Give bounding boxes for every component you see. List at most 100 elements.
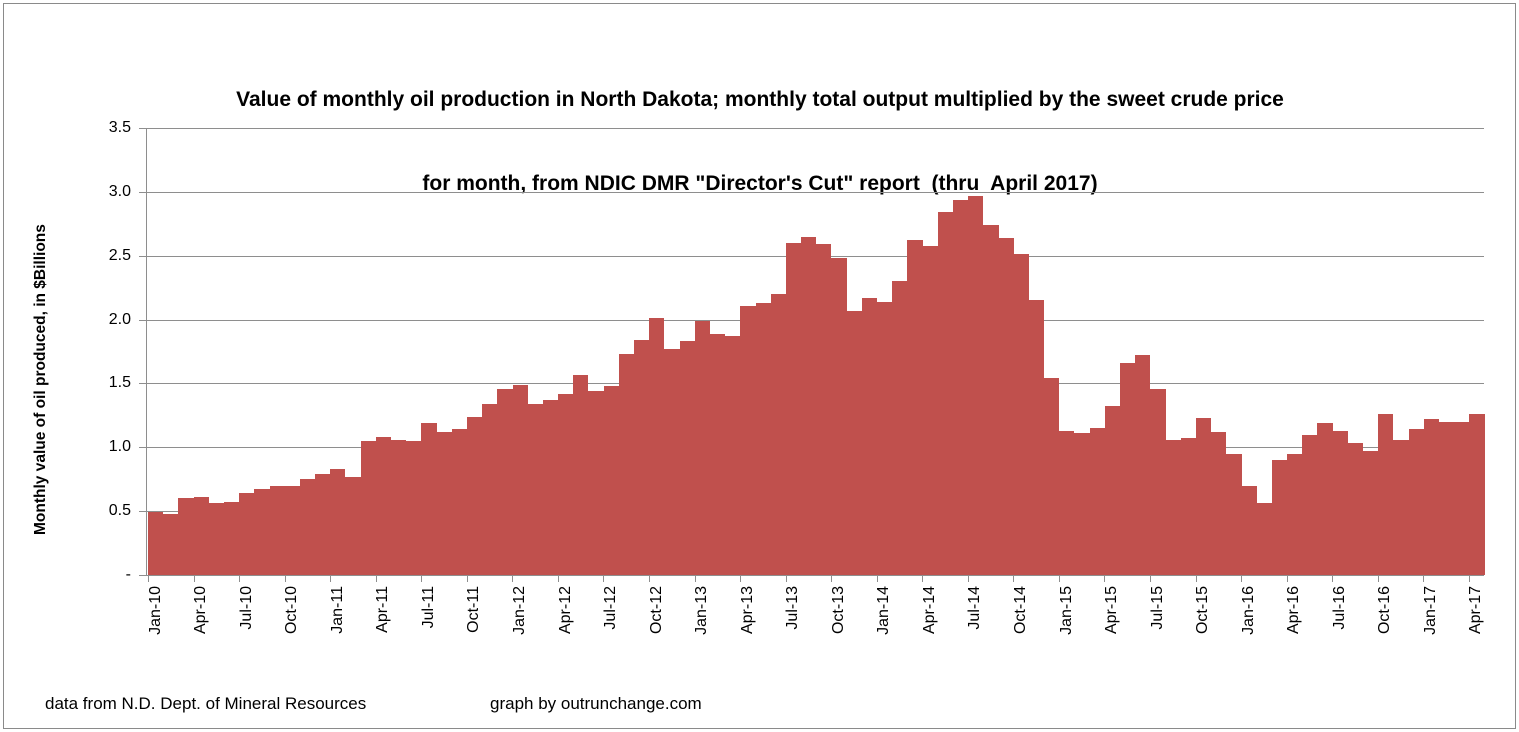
bar-Sep-11 bbox=[451, 429, 467, 575]
bar-Jun-10 bbox=[223, 502, 240, 575]
bar-Nov-15 bbox=[1211, 431, 1227, 575]
bar-Sep-15 bbox=[1180, 438, 1196, 575]
bar-Mar-12 bbox=[542, 400, 559, 575]
bar-Aug-11 bbox=[436, 431, 452, 575]
bar-Jan-12 bbox=[512, 384, 528, 575]
bar-May-14 bbox=[937, 212, 953, 575]
x-tick-mark bbox=[1377, 576, 1379, 582]
x-tick-mark bbox=[785, 576, 787, 582]
bar-Jul-13 bbox=[785, 242, 802, 575]
bar-Oct-10 bbox=[284, 485, 300, 575]
bar-May-11 bbox=[391, 439, 407, 575]
y-tick-mark bbox=[139, 255, 146, 257]
bar-Feb-12 bbox=[527, 403, 543, 575]
y-tick-mark bbox=[139, 447, 146, 449]
bar-Feb-17 bbox=[1438, 421, 1455, 575]
x-tick-mark bbox=[1195, 576, 1197, 582]
bar-Dec-16 bbox=[1408, 429, 1424, 575]
bar-Aug-14 bbox=[983, 225, 999, 575]
bar-Jul-16 bbox=[1332, 430, 1348, 575]
bar-Dec-12 bbox=[679, 341, 695, 575]
x-tick-label-Oct-10: Oct-10 bbox=[283, 586, 301, 635]
bar-May-16 bbox=[1302, 434, 1318, 575]
bar-Feb-15 bbox=[1074, 433, 1090, 575]
x-tick-label-Oct-15: Oct-15 bbox=[1194, 586, 1212, 635]
bar-May-10 bbox=[208, 503, 224, 575]
x-tick-mark bbox=[1286, 576, 1288, 582]
x-tick-mark bbox=[239, 576, 241, 582]
x-tick-mark bbox=[922, 576, 924, 582]
bar-Mar-17 bbox=[1454, 421, 1470, 575]
x-tick-label-Jul-14: Jul-14 bbox=[966, 586, 984, 630]
bar-Jun-14 bbox=[952, 199, 969, 575]
bar-Nov-10 bbox=[299, 479, 316, 575]
x-tick-mark bbox=[1241, 576, 1243, 582]
data-source-note: data from N.D. Dept. of Mineral Resource… bbox=[45, 694, 367, 713]
x-tick-label-Apr-17: Apr-17 bbox=[1467, 586, 1485, 635]
bar-Nov-12 bbox=[664, 348, 680, 575]
y-tick-label: 3.5 bbox=[108, 119, 131, 136]
bar-Nov-11 bbox=[482, 403, 498, 575]
bar-Feb-11 bbox=[345, 476, 361, 575]
bar-Jun-11 bbox=[406, 440, 422, 575]
x-tick-label-Apr-14: Apr-14 bbox=[920, 586, 938, 635]
bar-Dec-15 bbox=[1226, 453, 1242, 575]
x-tick-label-Jul-11: Jul-11 bbox=[419, 586, 437, 629]
x-tick-label-Apr-13: Apr-13 bbox=[738, 586, 756, 635]
bar-Oct-12 bbox=[649, 318, 665, 575]
x-tick-label-Oct-16: Oct-16 bbox=[1376, 586, 1394, 635]
x-tick-label-Apr-12: Apr-12 bbox=[556, 586, 574, 635]
bar-Apr-17 bbox=[1469, 414, 1485, 575]
bar-Apr-13 bbox=[740, 305, 756, 575]
x-tick-mark bbox=[375, 576, 377, 582]
bar-May-15 bbox=[1120, 363, 1136, 575]
x-tick-mark bbox=[148, 576, 149, 582]
x-tick-label-Jul-13: Jul-13 bbox=[784, 586, 802, 630]
bar-Sep-14 bbox=[998, 237, 1014, 575]
bar-Aug-16 bbox=[1347, 443, 1363, 575]
bar-Oct-15 bbox=[1195, 417, 1212, 575]
bar-Feb-16 bbox=[1256, 503, 1272, 575]
bar-Apr-16 bbox=[1287, 453, 1303, 575]
y-tick-label: 2.5 bbox=[108, 246, 131, 264]
y-tick-mark bbox=[139, 191, 146, 193]
x-tick-mark bbox=[421, 576, 423, 582]
x-tick-label-Oct-13: Oct-13 bbox=[829, 586, 847, 635]
y-tick-label: 0.5 bbox=[108, 502, 131, 520]
x-axis-line bbox=[139, 575, 1484, 576]
x-tick-mark bbox=[1104, 576, 1106, 582]
x-tick-mark bbox=[1013, 576, 1015, 582]
bar-Nov-13 bbox=[846, 310, 862, 575]
bar-Jul-11 bbox=[421, 423, 437, 575]
bar-Mar-11 bbox=[360, 440, 376, 575]
bar-Mar-10 bbox=[178, 498, 194, 575]
graph-credit-note: graph by outrunchange.com bbox=[490, 694, 702, 713]
x-tick-label-Jan-10: Jan-10 bbox=[146, 586, 164, 635]
x-tick-mark bbox=[330, 576, 332, 582]
x-tick-label-Apr-11: Apr-11 bbox=[374, 586, 392, 633]
x-tick-mark bbox=[694, 576, 696, 582]
bar-Aug-13 bbox=[801, 236, 817, 575]
x-tick-label-Jan-14: Jan-14 bbox=[875, 586, 893, 635]
x-tick-mark bbox=[1150, 576, 1151, 582]
bar-series bbox=[148, 128, 1485, 575]
bar-Jan-14 bbox=[877, 301, 893, 575]
bar-Jan-15 bbox=[1059, 430, 1075, 575]
x-tick-label-Apr-15: Apr-15 bbox=[1103, 586, 1121, 635]
bar-Sep-16 bbox=[1363, 451, 1379, 575]
bar-May-13 bbox=[755, 302, 771, 575]
bar-Sep-13 bbox=[816, 244, 832, 575]
bar-Apr-10 bbox=[193, 497, 209, 575]
chart-title-line1: Value of monthly oil production in North… bbox=[236, 88, 1284, 111]
bar-Oct-13 bbox=[831, 258, 847, 575]
x-tick-label-Jan-12: Jan-12 bbox=[510, 586, 528, 635]
bar-Feb-14 bbox=[892, 281, 908, 575]
bar-Jun-15 bbox=[1135, 355, 1151, 575]
x-tick-mark bbox=[1423, 576, 1425, 582]
x-tick-mark bbox=[876, 576, 878, 582]
bar-Oct-14 bbox=[1013, 254, 1029, 575]
bar-Aug-15 bbox=[1165, 439, 1181, 575]
bar-Apr-12 bbox=[558, 393, 574, 575]
gridline-3.0 bbox=[146, 191, 1484, 193]
y-tick-label: 1.5 bbox=[108, 374, 131, 392]
